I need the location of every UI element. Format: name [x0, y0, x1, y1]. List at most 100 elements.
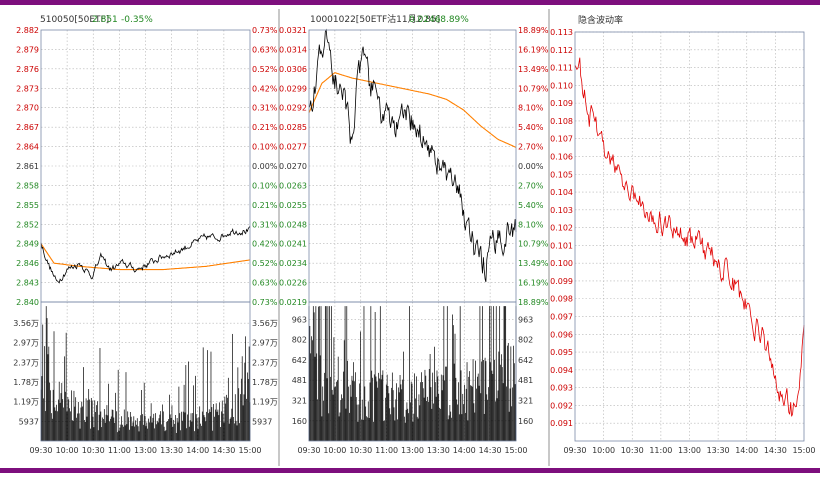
iv-y-tick: 0.098 — [550, 295, 573, 304]
option-price-tick: 0.0306 — [279, 65, 307, 74]
iv-line — [574, 57, 805, 417]
option-x-tick: 10:00 — [323, 446, 346, 455]
option-pct-tick: 2.70% — [518, 143, 544, 152]
etf-title: 510050[50ETF] — [40, 15, 109, 25]
option-price-tick: 0.0219 — [279, 298, 307, 307]
etf-pct-tick: 0.00% — [252, 162, 278, 171]
option-pct-tick: 18.89% — [518, 298, 549, 307]
option-price-tick: 0.0321 — [279, 26, 307, 35]
etf-volume-tick: 5937 — [19, 417, 39, 426]
iv-title: 隐含波动率 — [578, 14, 623, 26]
etf-pct-tick: 0.73% — [252, 298, 278, 307]
etf-volume-tick: 5937 — [252, 417, 272, 426]
option-pct-tick: 13.49% — [518, 65, 549, 74]
etf-pct-tick: 0.42% — [252, 84, 278, 93]
option-price-tick: 0.0292 — [279, 104, 307, 113]
etf-x-tick: 13:30 — [160, 446, 183, 455]
option-x-tick: 13:00 — [401, 446, 424, 455]
etf-price-tick: 2.855 — [16, 201, 39, 210]
etf-price-tick: 2.876 — [16, 65, 39, 74]
option-pct-tick: 5.40% — [518, 201, 544, 210]
option-pct-tick: 16.19% — [518, 45, 549, 54]
option-price-tick: 0.0299 — [279, 84, 307, 93]
etf-x-tick: 14:00 — [186, 446, 209, 455]
option-change-pct: -8.89% — [437, 15, 469, 25]
option-title: 10001022[50ETF沽11月2.85] — [310, 13, 440, 25]
option-x-tick: 11:00 — [375, 446, 398, 455]
etf-price-tick: 2.852 — [16, 220, 39, 229]
option-x-tick: 15:00 — [504, 446, 527, 455]
etf-pct-tick: 0.31% — [252, 104, 278, 113]
volume-layer — [40, 306, 517, 441]
iv-x-tick: 13:00 — [678, 446, 701, 455]
etf-x-tick: 11:00 — [108, 446, 131, 455]
top-frame-bar — [0, 0, 820, 5]
etf-x-tick: 10:30 — [82, 446, 105, 455]
etf-change-pct: -0.35% — [121, 15, 153, 25]
etf-avg-line — [40, 243, 251, 271]
option-x-tick: 14:30 — [479, 446, 502, 455]
option-pct-tick: 8.10% — [518, 104, 544, 113]
etf-price-tick: 2.864 — [16, 143, 39, 152]
iv-x-tick: 14:30 — [764, 446, 787, 455]
iv-y-tick: 0.093 — [550, 384, 573, 393]
option-x-tick: 13:30 — [427, 446, 450, 455]
option-price-tick: 0.0248 — [279, 220, 307, 229]
frame-layer — [40, 29, 805, 442]
etf-pct-tick: 0.21% — [252, 201, 278, 210]
option-volume-tick: 963 — [518, 315, 533, 324]
option-price-tick: 0.0285 — [279, 123, 307, 132]
option-volume-tick: 321 — [292, 396, 307, 405]
iv-y-tick: 0.100 — [550, 259, 573, 268]
etf-pct-tick: 0.52% — [252, 65, 278, 74]
iv-y-tick: 0.095 — [550, 348, 573, 357]
panel-separator-1[interactable] — [278, 9, 280, 466]
etf-volume-tick: 3.56万 — [13, 319, 39, 328]
option-price-tick: 0.0314 — [279, 45, 307, 54]
iv-x-tick: 15:00 — [792, 446, 815, 455]
option-pct-tick: 2.70% — [518, 181, 544, 190]
option-pct-tick: 16.19% — [518, 279, 549, 288]
option-x-tick: 09:30 — [297, 446, 320, 455]
etf-pct-tick: 0.52% — [252, 259, 278, 268]
iv-y-tick: 0.101 — [550, 241, 573, 250]
iv-x-tick: 13:30 — [707, 446, 730, 455]
option-x-tick: 10:30 — [349, 446, 372, 455]
option-pct-tick: 5.40% — [518, 123, 544, 132]
option-pct-tick: 0.00% — [518, 162, 544, 171]
etf-price-tick: 2.870 — [16, 104, 39, 113]
option-volume-tick: 160 — [292, 417, 307, 426]
option-volume-frame — [308, 301, 517, 442]
iv-y-tick: 0.094 — [550, 366, 573, 375]
etf-price-tick: 2.882 — [16, 26, 39, 35]
iv-y-tick: 0.096 — [550, 330, 573, 339]
option-volume-tick: 481 — [292, 376, 307, 385]
option-volume-tick: 963 — [292, 315, 307, 324]
iv-y-tick: 0.112 — [550, 46, 573, 55]
etf-x-tick: 14:30 — [212, 446, 235, 455]
etf-pct-tick: 0.10% — [252, 181, 278, 190]
etf-x-tick: 13:00 — [134, 446, 157, 455]
etf-volume-tick: 3.56万 — [252, 319, 278, 328]
etf-volume-tick: 1.19万 — [13, 398, 39, 407]
etf-last-price: 2.851 — [92, 15, 118, 25]
iv-frame — [574, 31, 805, 442]
etf-price-tick: 2.879 — [16, 45, 39, 54]
etf-pct-tick: 0.63% — [252, 279, 278, 288]
etf-volume-tick: 1.19万 — [252, 398, 278, 407]
iv-x-tick: 09:30 — [563, 446, 586, 455]
panel-separator-2[interactable] — [548, 9, 550, 466]
etf-volume-tick: 1.78万 — [13, 378, 39, 387]
option-pct-tick: 10.79% — [518, 84, 549, 93]
etf-price-tick: 2.867 — [16, 123, 39, 132]
iv-y-tick: 0.103 — [550, 206, 573, 215]
etf-price-tick: 2.858 — [16, 181, 39, 190]
option-volume-tick: 642 — [518, 356, 533, 365]
etf-volume-frame — [40, 301, 251, 442]
etf-price-line — [40, 225, 251, 284]
option-price-line — [308, 28, 517, 283]
iv-y-tick: 0.108 — [550, 117, 573, 126]
iv-y-tick: 0.102 — [550, 224, 573, 233]
option-volume-tick: 160 — [518, 417, 533, 426]
